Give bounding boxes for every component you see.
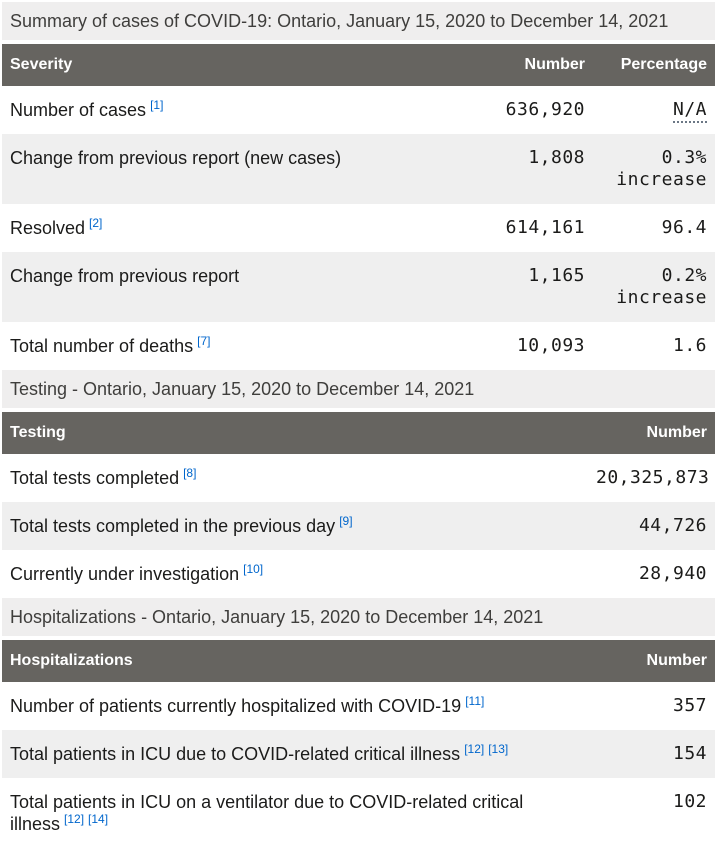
footnote-link[interactable]: [12]	[464, 742, 485, 756]
column-header-testing: Testing	[2, 412, 588, 454]
row-label: Total tests completed	[10, 468, 180, 488]
testing-table: Testing Number Total tests completed [8] …	[2, 412, 715, 598]
row-label-cell: Number of cases [1]	[2, 86, 473, 134]
number-cell: 102	[672, 791, 707, 812]
row-label-cell: Currently under investigation [10]	[2, 550, 588, 598]
number-cell: 10,093	[516, 335, 585, 356]
number-cell: 357	[672, 695, 707, 716]
table-row: Total tests completed [8] 20,325,873	[2, 454, 715, 502]
column-header-severity: Severity	[2, 44, 473, 86]
testing-table-caption: Testing - Ontario, January 15, 2020 to D…	[2, 370, 715, 408]
row-label-cell: Total number of deaths [7]	[2, 322, 473, 370]
row-label-cell: Total patients in ICU due to COVID-relat…	[2, 730, 588, 778]
row-label: Total patients in ICU due to COVID-relat…	[10, 744, 461, 764]
row-label-cell: Total tests completed in the previous da…	[2, 502, 588, 550]
footnote-sup: [12] [13]	[464, 742, 508, 756]
number-cell: 28,940	[638, 563, 707, 584]
number-cell: 20,325,873	[596, 467, 710, 488]
footnote-link[interactable]: [13]	[488, 742, 509, 756]
table-row: Number of patients currently hospitalize…	[2, 682, 715, 730]
row-label-cell: Resolved [2]	[2, 204, 473, 252]
row-label: Total tests completed in the previous da…	[10, 516, 336, 536]
row-label: Number of patients currently hospitalize…	[10, 696, 462, 716]
footnote-link[interactable]: [8]	[183, 466, 197, 480]
footnote-link[interactable]: [12]	[64, 812, 85, 826]
footnote-sup: [10]	[243, 562, 263, 576]
footnote-sup: [1]	[150, 98, 163, 112]
row-label-cell: Change from previous report (new cases)	[2, 134, 473, 204]
row-label-cell: Total patients in ICU on a ventilator du…	[2, 778, 588, 848]
footnote-link[interactable]: [14]	[88, 812, 109, 826]
row-label: Number of cases	[10, 100, 147, 120]
row-label: Resolved	[10, 218, 86, 238]
footnote-link[interactable]: [7]	[197, 334, 211, 348]
table-row: Change from previous report (new cases) …	[2, 134, 715, 204]
footnote-sup: [11]	[465, 694, 484, 708]
footnote-link[interactable]: [1]	[150, 98, 164, 112]
summary-table: Severity Number Percentage Number of cas…	[2, 44, 715, 370]
footnote-link[interactable]: [10]	[243, 562, 264, 576]
row-label-cell: Total tests completed [8]	[2, 454, 588, 502]
table-row: Number of cases [1] 636,920 N/A	[2, 86, 715, 134]
number-cell: 614,161	[505, 217, 585, 238]
table-row: Total tests completed in the previous da…	[2, 502, 715, 550]
percentage-cell: 96.4	[661, 217, 707, 238]
row-label-cell: Change from previous report	[2, 252, 473, 322]
row-label: Currently under investigation	[10, 564, 240, 584]
percentage-cell: 0.3% increase	[593, 134, 715, 204]
row-label: Total number of deaths	[10, 336, 194, 356]
hospitalizations-header-row: Hospitalizations Number	[2, 640, 715, 682]
footnote-sup: [8]	[183, 466, 196, 480]
column-header-number: Number	[473, 44, 593, 86]
row-label: Change from previous report (new cases)	[10, 148, 342, 168]
table-row: Total patients in ICU due to COVID-relat…	[2, 730, 715, 778]
footnote-sup: [12] [14]	[64, 812, 108, 826]
percentage-cell: 1.6	[672, 335, 707, 356]
footnote-link[interactable]: [2]	[89, 216, 103, 230]
summary-table-caption: Summary of cases of COVID-19: Ontario, J…	[2, 2, 715, 40]
number-cell: 1,808	[473, 134, 593, 204]
footnote-sup: [2]	[89, 216, 102, 230]
percentage-cell: N/A	[593, 86, 715, 134]
number-cell: 154	[588, 730, 715, 778]
table-row: Resolved [2] 614,161 96.4	[2, 204, 715, 252]
column-header-number: Number	[588, 412, 715, 454]
number-cell: 1,165	[473, 252, 593, 322]
hospitalizations-table: Hospitalizations Number Number of patien…	[2, 640, 715, 848]
table-row: Total number of deaths [7] 10,093 1.6	[2, 322, 715, 370]
column-header-percentage: Percentage	[593, 44, 715, 86]
row-label: Total patients in ICU on a ventilator du…	[10, 792, 524, 834]
number-cell: 636,920	[505, 99, 585, 120]
footnote-link[interactable]: [11]	[465, 694, 485, 708]
footnote-link[interactable]: [9]	[339, 514, 353, 528]
summary-header-row: Severity Number Percentage	[2, 44, 715, 86]
column-header-hospitalizations: Hospitalizations	[2, 640, 588, 682]
number-cell: 44,726	[588, 502, 715, 550]
testing-header-row: Testing Number	[2, 412, 715, 454]
table-row: Currently under investigation [10] 28,940	[2, 550, 715, 598]
column-header-number: Number	[588, 640, 715, 682]
table-row: Change from previous report 1,165 0.2% i…	[2, 252, 715, 322]
footnote-sup: [7]	[197, 334, 210, 348]
table-row: Total patients in ICU on a ventilator du…	[2, 778, 715, 848]
hospitalizations-table-caption: Hospitalizations - Ontario, January 15, …	[2, 598, 715, 636]
footnote-sup: [9]	[339, 514, 352, 528]
row-label-cell: Number of patients currently hospitalize…	[2, 682, 588, 730]
row-label: Change from previous report	[10, 266, 240, 286]
percentage-cell: 0.2% increase	[593, 252, 715, 322]
na-abbreviation: N/A	[672, 99, 707, 123]
